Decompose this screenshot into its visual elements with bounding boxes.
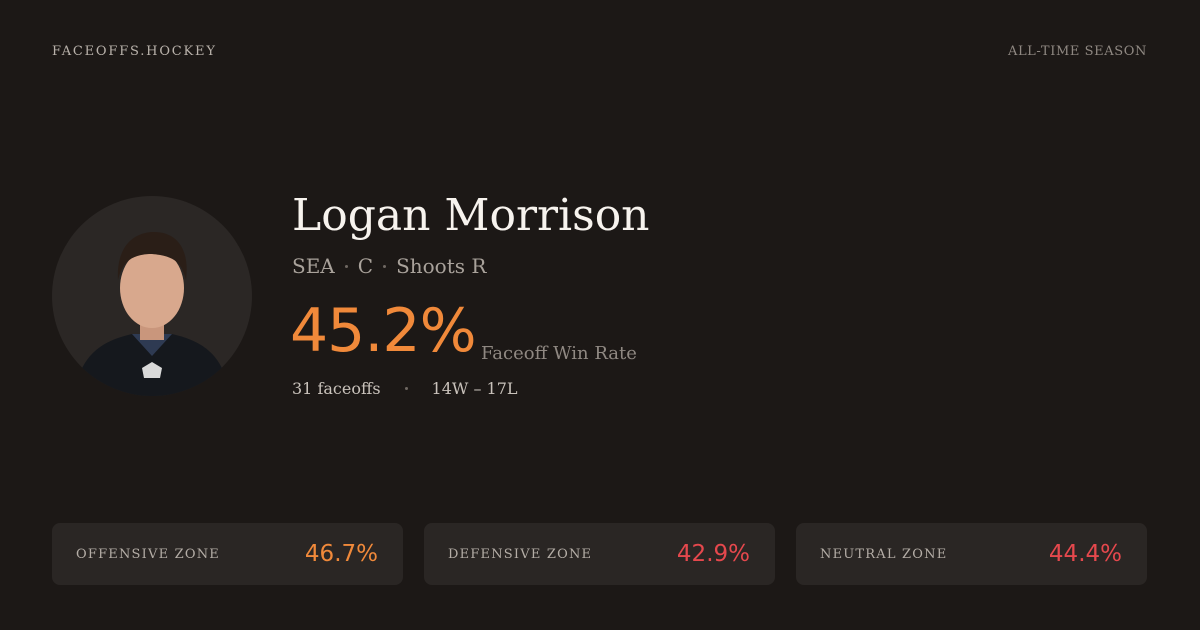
zone-value: 46.7% <box>304 541 378 567</box>
zone-card: DEFENSIVE ZONE 42.9% <box>424 523 775 585</box>
zone-label: OFFENSIVE ZONE <box>76 546 220 562</box>
win-rate-label: Faceoff Win Rate <box>481 343 637 364</box>
player-name: Logan Morrison <box>292 190 650 241</box>
separator <box>383 264 387 268</box>
zone-card: OFFENSIVE ZONE 46.7% <box>52 523 403 585</box>
stats: 31 faceoffs 14W – 17L <box>292 379 518 398</box>
player-photo <box>52 196 252 396</box>
separator <box>404 387 408 390</box>
faceoffs: 31 faceoffs <box>292 379 381 398</box>
shoots: Shoots R <box>396 254 487 278</box>
zone-card: NEUTRAL ZONE 44.4% <box>796 523 1147 585</box>
zone-value: 44.4% <box>1048 541 1122 567</box>
brand: FACEOFFS.HOCKEY <box>52 44 217 59</box>
win-rate: 45.2% <box>290 296 477 366</box>
zone-value: 42.9% <box>676 541 750 567</box>
team: SEA <box>292 254 335 278</box>
player-meta: SEA C Shoots R <box>292 254 486 278</box>
record: 14W – 17L <box>431 379 518 398</box>
separator <box>344 264 348 268</box>
zone-label: NEUTRAL ZONE <box>820 546 948 562</box>
zone-label: DEFENSIVE ZONE <box>448 546 593 562</box>
position: C <box>357 254 374 278</box>
season: ALL-TIME SEASON <box>1007 44 1147 59</box>
